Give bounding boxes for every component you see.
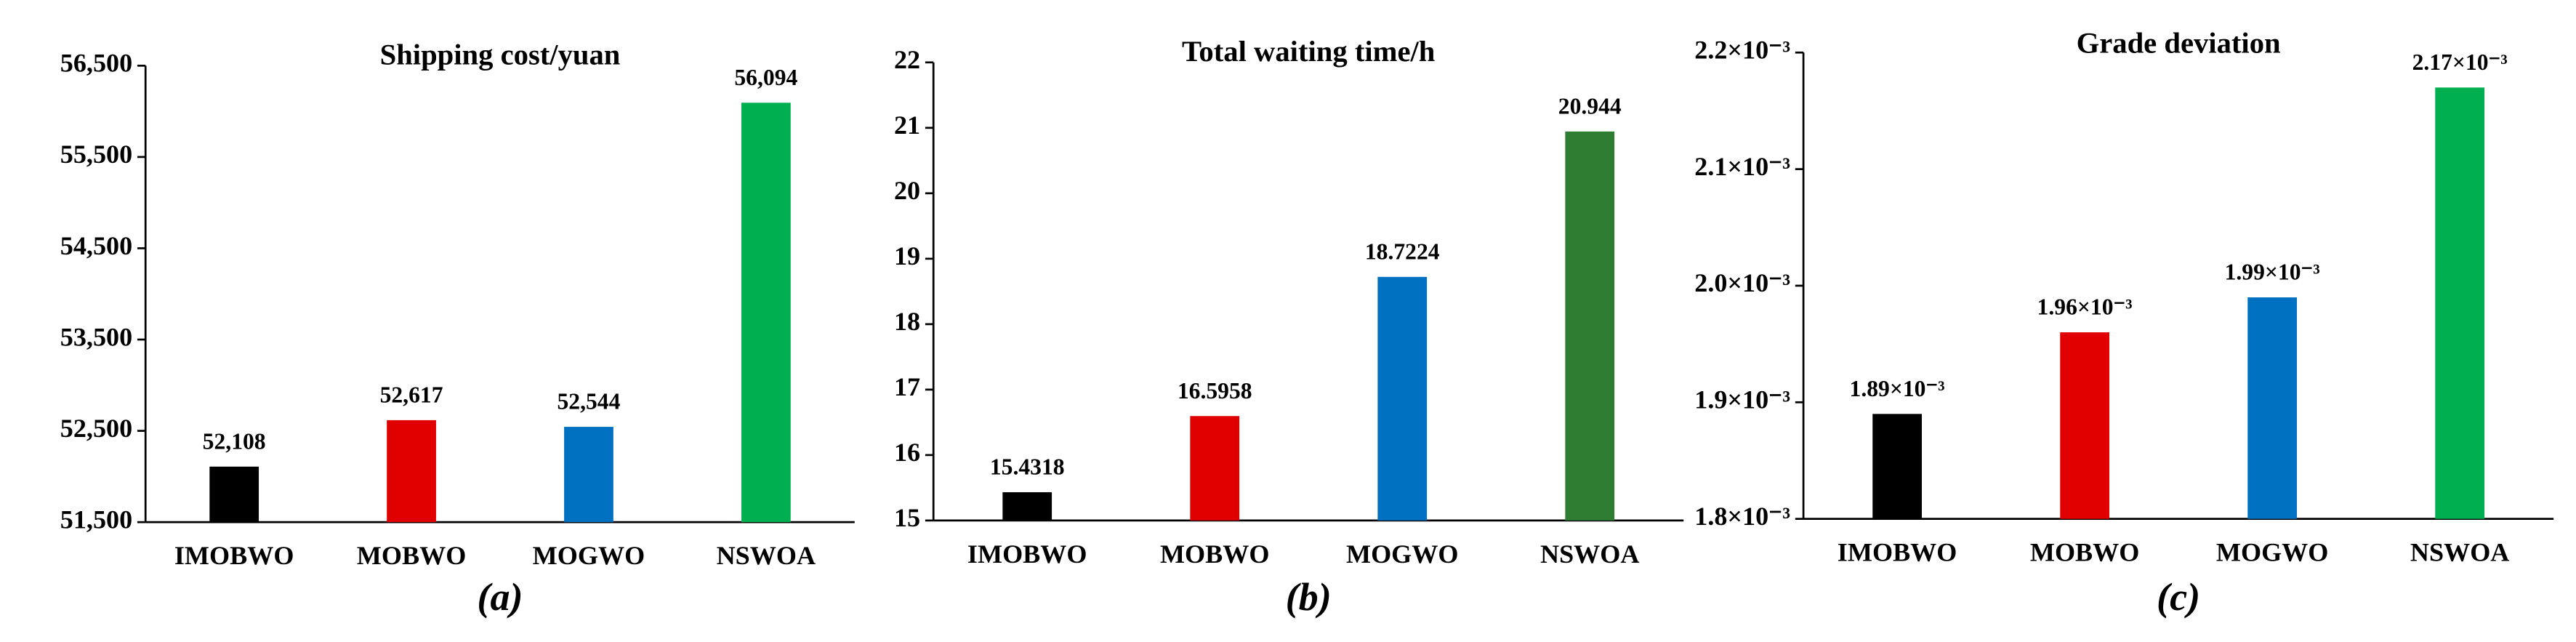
chart-subtitle: (b) xyxy=(1286,575,1332,619)
value-label: 15.4318 xyxy=(990,454,1065,480)
y-tick-label: 2.1×10⁻³ xyxy=(1694,152,1790,181)
y-tick-label: 18 xyxy=(894,307,920,336)
y-tick-label: 22 xyxy=(894,45,920,74)
value-label: 18.7224 xyxy=(1365,238,1440,264)
value-label: 2.17×10⁻³ xyxy=(2412,49,2508,75)
chart-title: Grade deviation xyxy=(2077,27,2281,60)
y-tick-label: 20 xyxy=(894,176,920,205)
bar xyxy=(741,103,791,523)
chart-subtitle: (c) xyxy=(2157,575,2200,619)
y-tick-label: 52,500 xyxy=(60,414,132,443)
bar xyxy=(2435,87,2485,519)
x-tick-label: NSWOA xyxy=(1540,539,1640,569)
bar xyxy=(387,420,436,523)
x-tick-label: IMOBWO xyxy=(967,539,1087,569)
x-tick-label: NSWOA xyxy=(717,541,816,570)
chart-title: Shipping cost/yuan xyxy=(380,38,621,71)
y-tick-label: 1.8×10⁻³ xyxy=(1694,502,1790,531)
bar xyxy=(564,427,613,523)
y-tick-label: 21 xyxy=(894,111,920,140)
y-tick-label: 53,500 xyxy=(60,322,132,351)
y-tick-label: 19 xyxy=(894,241,920,270)
x-tick-label: MOGWO xyxy=(533,541,645,570)
chart-subtitle: (a) xyxy=(477,575,523,619)
value-label: 52,544 xyxy=(557,389,620,414)
value-label: 52,617 xyxy=(380,382,443,408)
value-label: 56,094 xyxy=(734,65,797,90)
y-tick-label: 51,500 xyxy=(60,505,132,534)
bar xyxy=(209,466,259,523)
bar xyxy=(1377,276,1428,521)
bar xyxy=(1190,416,1240,521)
value-label: 1.99×10⁻³ xyxy=(2225,260,2320,285)
x-tick-label: IMOBWO xyxy=(174,541,294,570)
y-tick-label: 2.2×10⁻³ xyxy=(1694,36,1790,65)
y-tick-label: 1.9×10⁻³ xyxy=(1694,385,1790,414)
y-tick-label: 55,500 xyxy=(60,140,132,169)
x-tick-label: NSWOA xyxy=(2410,538,2510,567)
y-tick-label: 54,500 xyxy=(60,231,132,260)
y-tick-label: 2.0×10⁻³ xyxy=(1694,268,1790,297)
value-label: 16.5958 xyxy=(1178,378,1252,404)
bar xyxy=(1565,131,1615,521)
x-tick-label: MOBWO xyxy=(1160,539,1270,569)
x-tick-label: MOBWO xyxy=(357,541,467,570)
y-tick-label: 15 xyxy=(894,503,920,532)
value-label: 52,108 xyxy=(203,428,266,454)
y-tick-label: 56,500 xyxy=(60,49,132,78)
y-tick-label: 16 xyxy=(894,438,920,467)
value-label: 20.944 xyxy=(1558,93,1622,119)
y-tick-label: 17 xyxy=(894,372,920,401)
chart-title: Total waiting time/h xyxy=(1182,35,1435,68)
x-tick-label: MOBWO xyxy=(2030,538,2140,567)
x-tick-label: MOGWO xyxy=(2216,538,2329,567)
bar xyxy=(2247,297,2298,519)
value-label: 1.96×10⁻³ xyxy=(2037,294,2133,320)
bar xyxy=(2060,332,2110,519)
x-tick-label: IMOBWO xyxy=(1838,538,1957,567)
value-label: 1.89×10⁻³ xyxy=(1850,376,1945,401)
bar xyxy=(1002,492,1052,521)
x-tick-label: MOGWO xyxy=(1346,539,1459,569)
bar xyxy=(1872,414,1922,519)
